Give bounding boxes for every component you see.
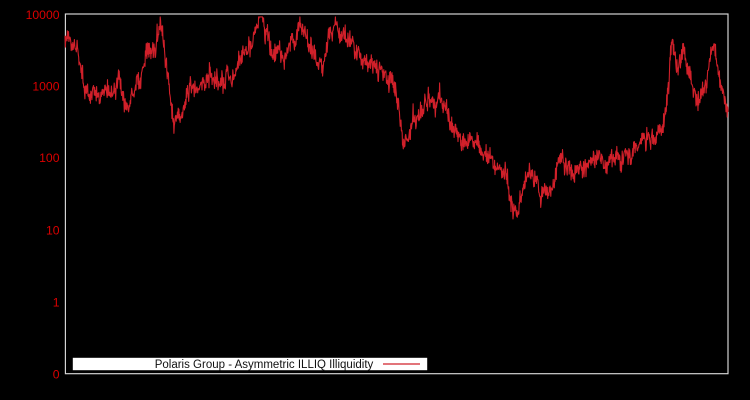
svg-text:100: 100 <box>39 151 60 165</box>
svg-text:1000: 1000 <box>32 80 59 94</box>
svg-text:10000: 10000 <box>26 8 60 22</box>
svg-text:Polaris Group - Asymmetric ILL: Polaris Group - Asymmetric ILLIQ Illiqui… <box>155 359 374 371</box>
svg-text:10: 10 <box>46 224 60 238</box>
svg-text:1: 1 <box>53 296 60 310</box>
svg-text:0: 0 <box>53 368 60 382</box>
